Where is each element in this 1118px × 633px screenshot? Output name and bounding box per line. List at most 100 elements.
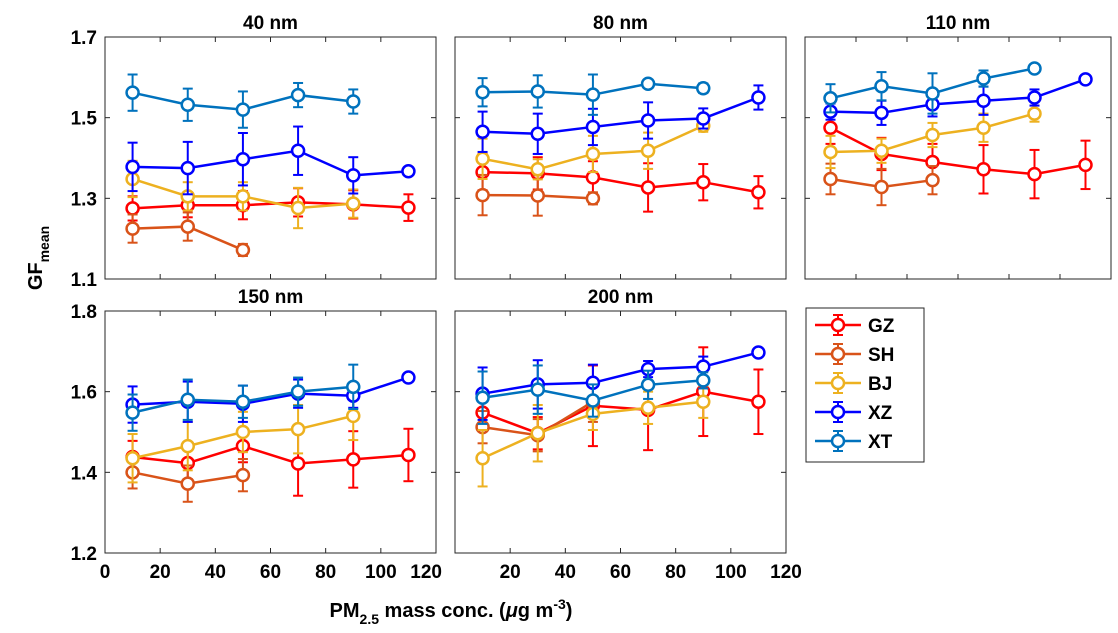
data-point [825,173,837,185]
data-point [752,347,764,359]
data-point [876,80,888,92]
data-point [927,129,939,141]
data-point [182,99,194,111]
data-point [697,374,709,386]
panel-110-nm: 110 nm [805,13,1111,279]
x-tick-label: 80 [315,562,336,583]
data-point [127,161,139,173]
data-point [347,381,359,393]
panel-frame [455,37,786,279]
data-point [1029,108,1041,120]
data-point [477,86,489,98]
legend: GZSHBJXZXT [806,308,924,462]
data-point [876,181,888,193]
legend-label: BJ [868,374,892,395]
data-point [182,221,194,233]
data-point [127,223,139,235]
data-point [978,163,990,175]
data-point [642,145,654,157]
data-point [1029,62,1041,74]
data-point [1080,73,1092,85]
data-point [697,82,709,94]
data-point [402,372,414,384]
data-point [292,457,304,469]
y-axis-label-sub: mean [36,226,52,263]
panel-80-nm: 80 nm [455,13,786,279]
data-point [292,145,304,157]
data-point [182,440,194,452]
data-point [752,396,764,408]
data-point [978,73,990,85]
data-point [477,153,489,165]
legend-marker [832,435,844,447]
panel-title: 150 nm [238,287,303,308]
data-point [292,423,304,435]
data-point [347,96,359,108]
y-tick-label: 1.2 [71,544,97,565]
data-point [642,78,654,90]
data-point [642,379,654,391]
panel-40-nm: 40 nm 1.1 1.3 1.5 1.7 [71,13,436,291]
x-axis-label-end: ) [566,600,573,622]
x-axis-label-sup: -3 [553,596,566,612]
panel-title: 200 nm [588,287,653,308]
legend-marker [832,406,844,418]
data-point [127,87,139,99]
data-point [587,171,599,183]
data-point [1029,92,1041,104]
data-point [402,202,414,214]
data-point [477,452,489,464]
data-point [697,396,709,408]
data-point [237,469,249,481]
data-point [237,426,249,438]
panel-frame [105,37,436,279]
x-tick-label: 120 [770,562,802,583]
legend-label: GZ [868,316,895,337]
data-point [587,89,599,101]
x-tick-label: 20 [150,562,171,583]
data-point [1080,159,1092,171]
legend-label: XZ [868,403,893,424]
y-tick-label: 1.4 [71,463,98,484]
data-point [978,122,990,134]
data-point [587,121,599,133]
data-point [532,163,544,175]
data-point [127,202,139,214]
data-point [237,153,249,165]
y-axis-label-main: GF [25,262,47,290]
data-point [127,452,139,464]
data-point [825,122,837,134]
legend-marker [832,348,844,360]
data-point [347,410,359,422]
x-tick-label: 40 [555,562,576,583]
data-point [978,95,990,107]
x-axis-label-sub: 2.5 [360,611,380,627]
x-tick-label: 80 [665,562,686,583]
data-point [182,162,194,174]
data-point [237,104,249,116]
data-point [825,146,837,158]
data-point [752,186,764,198]
data-point [1029,168,1041,180]
data-point [587,148,599,160]
legend-marker [832,377,844,389]
data-point [532,85,544,97]
panel-frame [455,311,786,553]
data-point [127,407,139,419]
data-point [477,189,489,201]
x-tick-label: 100 [715,562,747,583]
data-point [642,181,654,193]
panel-150-nm: 150 nm1.21.41.61.80 20 40 60 80 100 120 [71,287,442,583]
data-point [927,87,939,99]
y-axis-label: GFmean [25,226,52,290]
data-point [587,192,599,204]
x-tick-label: 100 [365,562,397,583]
data-point [697,361,709,373]
y-tick-label: 1.1 [71,270,98,291]
panel-frame [805,37,1111,279]
data-point [697,112,709,124]
data-point [876,107,888,119]
data-point [237,244,249,256]
data-point [347,169,359,181]
x-tick-label: 0 [100,562,111,583]
